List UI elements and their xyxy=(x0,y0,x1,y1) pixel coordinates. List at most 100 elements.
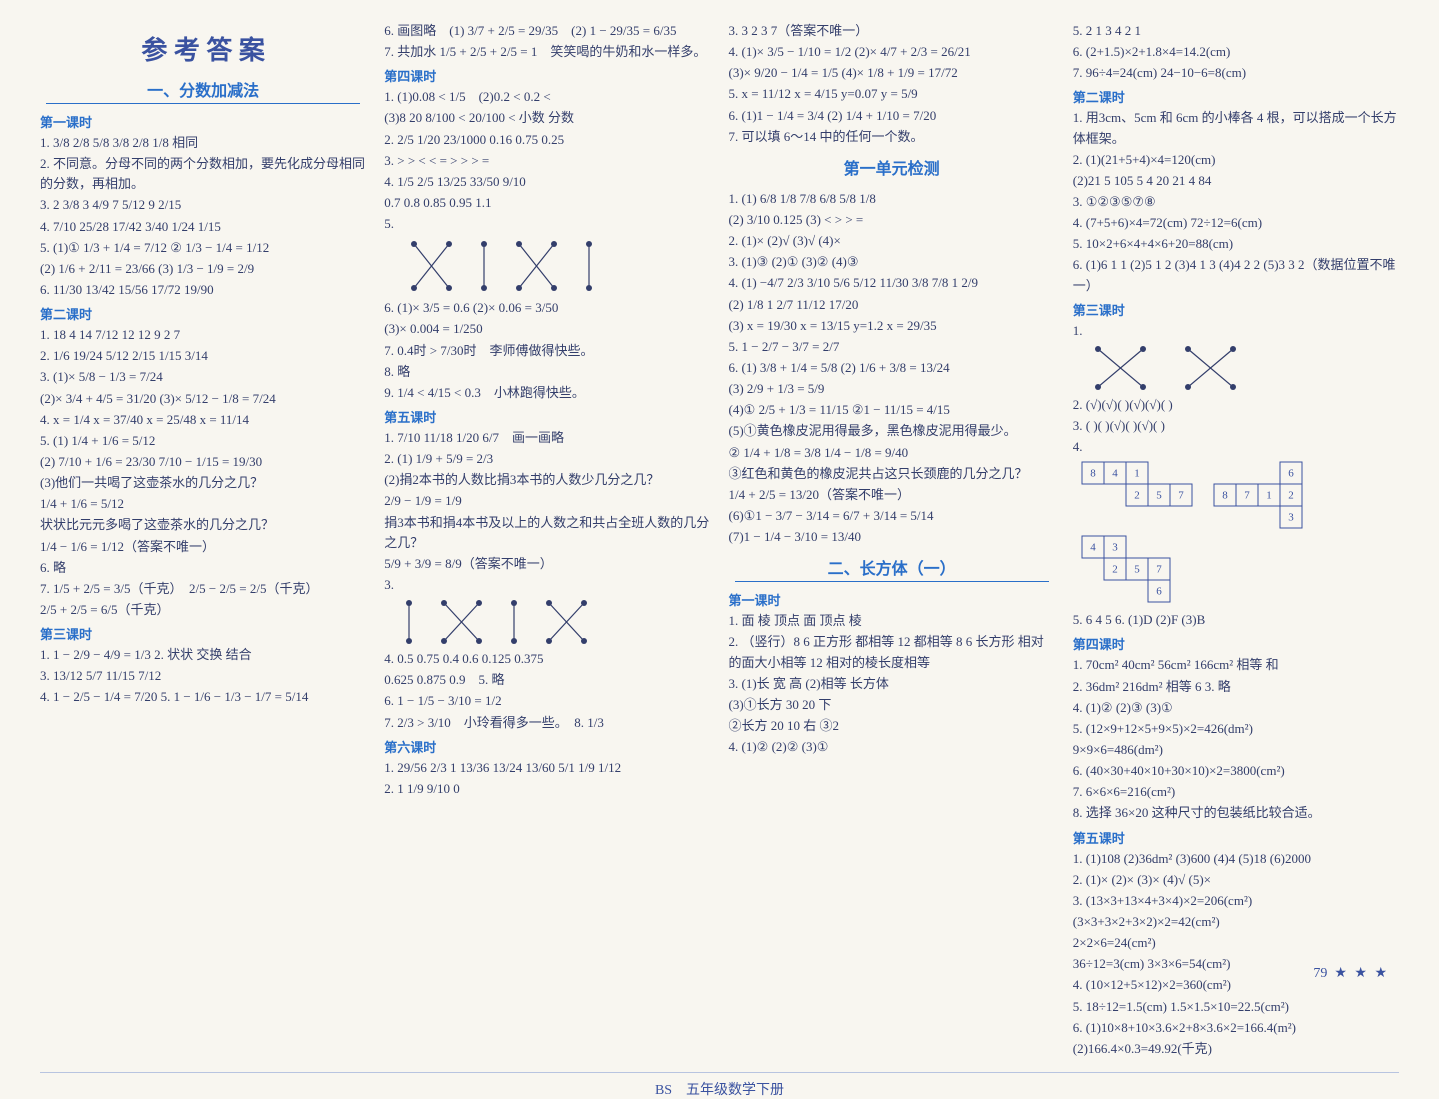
text-line: 1. 29/56 2/3 1 13/36 13/24 13/60 5/1 1/9… xyxy=(384,758,710,778)
c4-k3-h: 第三课时 xyxy=(1073,300,1399,319)
text-line: 7. 共加水 1/5 + 2/5 + 2/5 = 1 笑笑喝的牛奶和水一样多。 xyxy=(384,42,710,62)
text-line: 1/4 − 1/6 = 1/12（答案不唯一） xyxy=(40,537,366,557)
text-line: 4. (1)× 3/5 − 1/10 = 1/2 (2)× 4/7 + 2/3 … xyxy=(729,42,1055,62)
text-line: 6. (1)10×8+10×3.6×2+8×3.6×2=166.4(m²) xyxy=(1073,1018,1399,1038)
section-cuboid: 二、长方体（一） xyxy=(735,555,1049,582)
text-line: 2. （竖行）8 6 正方形 都相等 12 都相等 8 6 长方形 相对的面大小… xyxy=(729,632,1055,672)
text-line: 6. (1)1 − 1/4 = 3/4 (2) 1/4 + 1/10 = 7/2… xyxy=(729,106,1055,126)
text-line: 1. (1) 6/8 1/8 7/8 6/8 5/8 1/8 xyxy=(729,189,1055,209)
text-line: 9×9×6=486(dm²) xyxy=(1073,740,1399,760)
svg-text:8: 8 xyxy=(1090,468,1096,480)
text-line: 3. (1)长 宽 高 (2)相等 长方体 xyxy=(729,674,1055,694)
text-line: 5. 6 4 5 6. (1)D (2)F (3)B xyxy=(1073,610,1399,630)
text-line: (2)× 3/4 + 4/5 = 31/20 (3)× 5/12 − 1/8 =… xyxy=(40,389,366,409)
text-line: 6. 画图略 (1) 3/7 + 2/5 = 29/35 (2) 1 − 29/… xyxy=(384,21,710,41)
text-line: (2)166.4×0.3=49.92(千克) xyxy=(1073,1039,1399,1059)
svg-text:2: 2 xyxy=(1288,490,1294,502)
text-line: 7. 2/3 > 3/10 小玲看得多一些。 8. 1/3 xyxy=(384,713,710,733)
text-line: 5. x = 11/12 x = 4/15 y=0.07 y = 5/9 xyxy=(729,84,1055,104)
text-line: 3. ( )( )(√)( )(√)( ) xyxy=(1073,416,1399,436)
text-line: 2. 1/6 19/24 5/12 2/15 1/15 3/14 xyxy=(40,346,366,366)
c2-k6-h: 第六课时 xyxy=(384,737,710,756)
text-line: 4. (1)② (2)② (3)① xyxy=(729,737,1055,757)
c1-k2-h: 第二课时 xyxy=(40,304,366,323)
text-line: (3×3+3×2+3×2)×2=42(cm²) xyxy=(1073,912,1399,932)
text-line: 5/9 + 3/9 = 8/9（答案不唯一） xyxy=(384,554,710,574)
text-line: 1. 1 − 2/9 − 4/9 = 1/3 2. 状状 交换 结合 xyxy=(40,645,366,665)
svg-text:7: 7 xyxy=(1178,490,1184,502)
c4-k5-h: 第五课时 xyxy=(1073,828,1399,847)
text-line: 4. 0.5 0.75 0.4 0.6 0.125 0.375 xyxy=(384,649,710,669)
text-line: 2. (1)(21+5+4)×4=120(cm) xyxy=(1073,150,1399,170)
text-line: 8. 选择 36×20 这种尺寸的包装纸比较合适。 xyxy=(1073,803,1399,823)
text-line: 2. (1)× (2)√ (3)√ (4)× xyxy=(729,231,1055,251)
text-line: 7. 0.4时 > 7/30时 李师傅做得快些。 xyxy=(384,341,710,361)
text-line: 7. 1/5 + 2/5 = 3/5（千克） 2/5 − 2/5 = 2/5（千… xyxy=(40,579,366,599)
text-line: 5. (1)① 1/3 + 1/4 = 7/12 ② 1/3 − 1/4 = 1… xyxy=(40,238,366,258)
text-line: 3. 2 3/8 3 4/9 7 5/12 9 2/15 xyxy=(40,195,366,215)
svg-text:4: 4 xyxy=(1090,542,1096,554)
text-line: (3)8 20 8/100 < 20/100 < 小数 分数 xyxy=(384,108,710,128)
svg-text:3: 3 xyxy=(1112,542,1118,554)
page-number: 79 xyxy=(1313,966,1327,981)
text-line: 4. 1/5 2/5 13/25 33/50 9/10 xyxy=(384,172,710,192)
text-line: (3)× 0.004 = 1/250 xyxy=(384,319,710,339)
text-line: 2. 36dm² 216dm² 相等 6 3. 略 xyxy=(1073,677,1399,697)
matching-diagram-k4 xyxy=(394,236,710,296)
text-line: 3. 3 2 3 7（答案不唯一） xyxy=(729,21,1055,41)
text-line: 4. (1)② (2)③ (3)① xyxy=(1073,698,1399,718)
text-line: (3)他们一共喝了这壶茶水的几分之几？ xyxy=(40,473,366,493)
text-line: 1. (1)108 (2)36dm² (3)600 (4)4 (5)18 (6)… xyxy=(1073,849,1399,869)
text-line: (2) 3/10 0.125 (3) < > > = xyxy=(729,210,1055,230)
text-line: (2) 1/6 + 2/11 = 23/66 (3) 1/3 − 1/9 = 2… xyxy=(40,259,366,279)
text-line: 1. 面 棱 顶点 面 顶点 棱 xyxy=(729,611,1055,631)
text-line: (3) x = 19/30 x = 13/15 y=1.2 x = 29/35 xyxy=(729,316,1055,336)
text-line: (2) 1/8 1 2/7 11/12 17/20 xyxy=(729,295,1055,315)
text-line: 4. 7/10 25/28 17/42 3/40 1/24 1/15 xyxy=(40,217,366,237)
text-line: 5. xyxy=(384,214,710,234)
text-line: 2. (1) 1/9 + 5/9 = 2/3 xyxy=(384,449,710,469)
svg-text:7: 7 xyxy=(1156,564,1162,576)
text-line: (2)捐2本书的人数比捐3本书的人数少几分之几？ xyxy=(384,470,710,490)
page-number-area: 79 ★ ★ ★ xyxy=(1313,965,1389,982)
cube-net-3: 432576 xyxy=(1081,535,1173,605)
text-line: ② 1/4 + 1/8 = 3/8 1/4 − 1/8 = 9/40 xyxy=(729,443,1055,463)
text-line: 7. 可以填 6～14 中的任何一个数。 xyxy=(729,127,1055,147)
text-line: 捐3本书和捐4本书及以上的人数之和共占全班人数的几分之几？ xyxy=(384,513,710,553)
text-line: 1/4 + 2/5 = 13/20（答案不唯一） xyxy=(729,485,1055,505)
cube-net-1: 841257 xyxy=(1081,461,1195,509)
matching-diagram-k3 xyxy=(1083,343,1399,393)
text-line: (2) 7/10 + 1/6 = 23/30 7/10 − 1/15 = 19/… xyxy=(40,452,366,472)
text-line: 4. (7+5+6)×4=72(cm) 72÷12=6(cm) xyxy=(1073,213,1399,233)
text-line: 2. 2/5 1/20 23/1000 0.16 0.75 0.25 xyxy=(384,130,710,150)
text-line: 4. x = 1/4 x = 37/40 x = 25/48 x = 11/14 xyxy=(40,410,366,430)
text-line: 8. 略 xyxy=(384,362,710,382)
text-line: 2. 1 1/9 9/10 0 xyxy=(384,779,710,799)
c3-k1-h: 第一课时 xyxy=(729,590,1055,609)
c4-k4-h: 第四课时 xyxy=(1073,634,1399,653)
svg-text:6: 6 xyxy=(1156,586,1162,598)
svg-text:8: 8 xyxy=(1222,490,1228,502)
text-line: 1/4 + 1/6 = 5/12 xyxy=(40,494,366,514)
c2-k4-h: 第四课时 xyxy=(384,66,710,85)
text-line: 5. (12×9+12×5+9×5)×2=426(dm²) xyxy=(1073,719,1399,739)
c4-k2-h: 第二课时 xyxy=(1073,87,1399,106)
text-line: 6. (40×30+40×10+30×10)×2=3800(cm²) xyxy=(1073,761,1399,781)
text-line: 1. 7/10 11/18 1/20 6/7 画一画略 xyxy=(384,428,710,448)
text-line: 3. > > < < = > > > = xyxy=(384,151,710,171)
text-line: 9. 1/4 < 4/15 < 0.3 小林跑得快些。 xyxy=(384,383,710,403)
svg-text:3: 3 xyxy=(1288,512,1294,524)
matching-diagram-k5 xyxy=(394,597,710,647)
text-line: ②长方 20 10 右 ③2 xyxy=(729,716,1055,736)
text-line: ③红色和黄色的橡皮泥共占这只长颈鹿的几分之几？ xyxy=(729,464,1055,484)
text-line: 6. 略 xyxy=(40,558,366,578)
text-line: 1. xyxy=(1073,321,1399,341)
text-line: 5. 10×2+6×4+4×6+20=88(cm) xyxy=(1073,234,1399,254)
text-line: 5. 2 1 3 4 2 1 xyxy=(1073,21,1399,41)
text-line: (4)① 2/5 + 1/3 = 11/15 ②1 − 11/15 = 4/15 xyxy=(729,400,1055,420)
text-line: 5. 1 − 2/7 − 3/7 = 2/7 xyxy=(729,337,1055,357)
text-line: 7. 6×6×6=216(cm²) xyxy=(1073,782,1399,802)
section-fractions: 一、分数加减法 xyxy=(46,77,360,104)
text-line: 1. (1)0.08 < 1/5 (2)0.2 < 0.2 < xyxy=(384,87,710,107)
text-line: 2×2×6=24(cm²) xyxy=(1073,933,1399,953)
